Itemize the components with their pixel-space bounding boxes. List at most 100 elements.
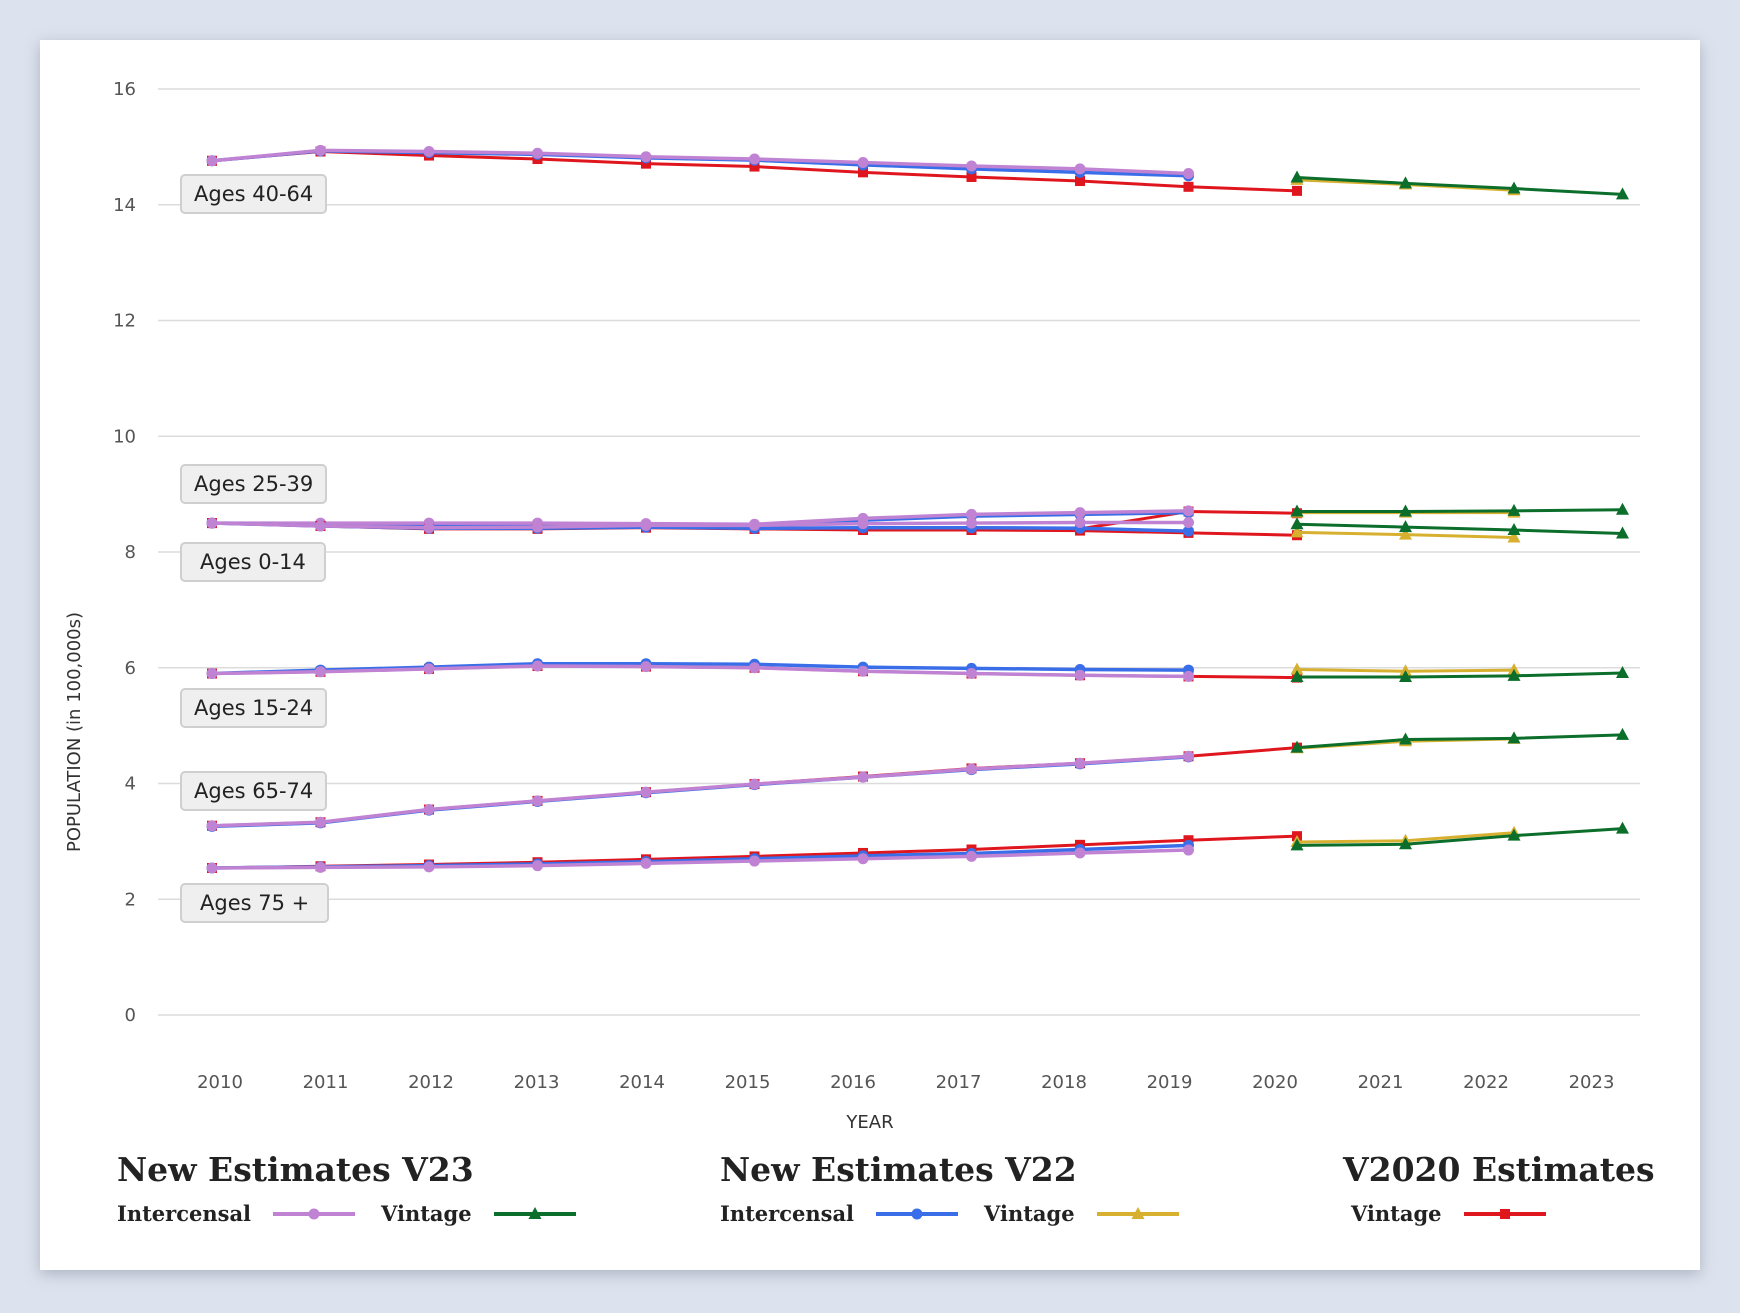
data-point-v23_intercensal — [423, 522, 435, 534]
series-line-v23_intercensal — [211, 754, 1189, 828]
data-point-v23_intercensal — [966, 517, 977, 529]
y-tick-label: 10 — [113, 426, 136, 447]
data-point-v2020_vintage — [858, 167, 868, 178]
data-point-v23_intercensal — [1074, 507, 1086, 519]
x-tick-label: 2014 — [619, 1072, 665, 1093]
triangle-marker-icon — [493, 1206, 576, 1219]
y-axis-title: POPULATION (in 100,000s) — [64, 612, 85, 852]
series-line-v23_vintage — [1297, 508, 1623, 513]
data-point-v23_intercensal — [315, 666, 326, 678]
data-point-v2020_vintage — [966, 171, 977, 182]
legend-item-v22-intercensal[interactable]: Intercensal — [720, 1201, 959, 1226]
data-point-v23_intercensal — [1183, 670, 1194, 682]
data-point-v23_vintage — [1616, 187, 1629, 200]
series-line-v23_intercensal — [211, 848, 1189, 870]
legend-v2020: V2020 Estimates Vintage — [1343, 1150, 1655, 1226]
data-point-v23_vintage — [1290, 740, 1304, 753]
x-tick-label: 2010 — [197, 1072, 243, 1093]
data-point-v23_intercensal — [749, 778, 760, 790]
data-point-v23_intercensal — [640, 786, 652, 798]
legend-marker — [308, 1208, 320, 1219]
data-point-v23_vintage — [1399, 504, 1412, 517]
legend-item-v22-vintage[interactable]: Vintage — [984, 1201, 1179, 1226]
data-point-v23_intercensal — [749, 519, 760, 531]
data-point-v23_intercensal — [423, 146, 435, 158]
data-point-v23_intercensal — [315, 144, 326, 156]
data-point-v23_vintage — [1290, 170, 1304, 183]
x-tick-label: 2017 — [936, 1072, 982, 1093]
data-point-v23_intercensal — [640, 661, 652, 673]
y-tick-label: 2 — [125, 889, 136, 910]
data-point-v23_intercensal — [857, 771, 869, 783]
data-point-v23_vintage — [1507, 503, 1521, 516]
data-point-v2020_vintage — [1292, 185, 1302, 196]
data-point-v23_vintage — [1507, 181, 1521, 194]
data-point-v23_intercensal — [1074, 847, 1086, 859]
data-point-v23_intercensal — [749, 662, 760, 674]
series-line-v23_vintage — [1296, 827, 1623, 847]
x-tick-label: 2015 — [725, 1072, 771, 1093]
data-point-v23_vintage — [1507, 731, 1521, 744]
series-line-v23_intercensal — [211, 664, 1189, 679]
y-tick-label: 12 — [113, 311, 136, 332]
data-point-v23_vintage — [1507, 828, 1521, 841]
y-tick-label: 6 — [125, 658, 136, 679]
data-point-v23_intercensal — [1183, 750, 1194, 762]
legend-v2020-title: V2020 Estimates — [1343, 1150, 1655, 1189]
y-tick-label: 14 — [113, 195, 136, 216]
data-point-v23_intercensal — [749, 153, 760, 165]
age-label-40-64: Ages 40-64 — [180, 174, 328, 214]
x-tick-label: 2011 — [303, 1072, 349, 1093]
triangle-marker-icon — [1096, 1206, 1179, 1219]
data-point-v23_intercensal — [206, 517, 218, 529]
data-point-v23_vintage — [1616, 665, 1629, 678]
legend-v22: New Estimates V22 Intercensal Vintage — [720, 1150, 1205, 1226]
data-point-v23_vintage — [1399, 670, 1412, 683]
data-point-v23_intercensal — [532, 521, 543, 533]
legend-label: Vintage — [984, 1201, 1075, 1226]
legend-item-v23-vintage[interactable]: Vintage — [381, 1201, 576, 1226]
data-point-v23_intercensal — [315, 520, 326, 532]
data-point-v23_intercensal — [1183, 844, 1194, 856]
x-axis-title: YEAR — [845, 1112, 893, 1133]
data-point-v23_intercensal — [315, 816, 326, 828]
data-point-v2020_vintage — [1075, 176, 1085, 187]
data-point-v23_intercensal — [206, 820, 218, 832]
series-line-v22_intercensal — [211, 755, 1189, 829]
data-point-v23_vintage — [1616, 727, 1629, 740]
legend-item-v2020-vintage[interactable]: Vintage — [1351, 1201, 1546, 1226]
series-group-ages-0-14 — [206, 516, 1629, 543]
data-point-v2020_vintage — [749, 161, 760, 172]
data-point-v23_intercensal — [640, 519, 652, 531]
x-tick-label: 2020 — [1252, 1072, 1298, 1093]
data-point-v23_intercensal — [857, 518, 869, 530]
data-point-v23_intercensal — [966, 763, 977, 775]
data-point-v23_intercensal — [1183, 167, 1194, 179]
data-point-v23_intercensal — [206, 862, 218, 874]
data-point-v23_intercensal — [857, 157, 869, 169]
data-point-v23_intercensal — [423, 861, 435, 873]
data-point-v23_intercensal — [966, 668, 977, 680]
data-point-v23_intercensal — [749, 855, 760, 867]
data-point-v23_intercensal — [857, 665, 869, 677]
series-line-v23_vintage — [1296, 522, 1623, 535]
data-point-v23_intercensal — [1074, 516, 1086, 528]
data-point-v23_intercensal — [423, 804, 435, 816]
data-point-v23_intercensal — [1074, 163, 1086, 175]
data-point-v23_intercensal — [532, 795, 543, 807]
legend-marker — [1499, 1208, 1510, 1219]
data-point-v22_vintage — [1507, 530, 1521, 543]
age-label-75-plus: Ages 75 + — [180, 883, 330, 923]
population-line-chart: 0 2 4 6 8 10 12 14 16 2010 2011 2012 2013 2014 2015 201… — [64, 79, 1640, 1133]
data-point-v23_vintage — [1616, 502, 1629, 515]
legend-label: Vintage — [1351, 1201, 1442, 1226]
data-point-v23_intercensal — [966, 850, 977, 862]
data-point-v23_vintage — [1399, 837, 1412, 850]
data-point-v23_vintage — [1616, 821, 1629, 834]
y-tick-label: 0 — [125, 1005, 136, 1026]
legend-item-v23-intercensal[interactable]: Intercensal — [117, 1201, 356, 1226]
data-point-v2020_vintage — [1183, 181, 1194, 192]
data-point-v23_vintage — [1399, 176, 1412, 189]
data-point-v23_intercensal — [206, 668, 218, 680]
legend-v23-title: New Estimates V23 — [117, 1150, 474, 1189]
